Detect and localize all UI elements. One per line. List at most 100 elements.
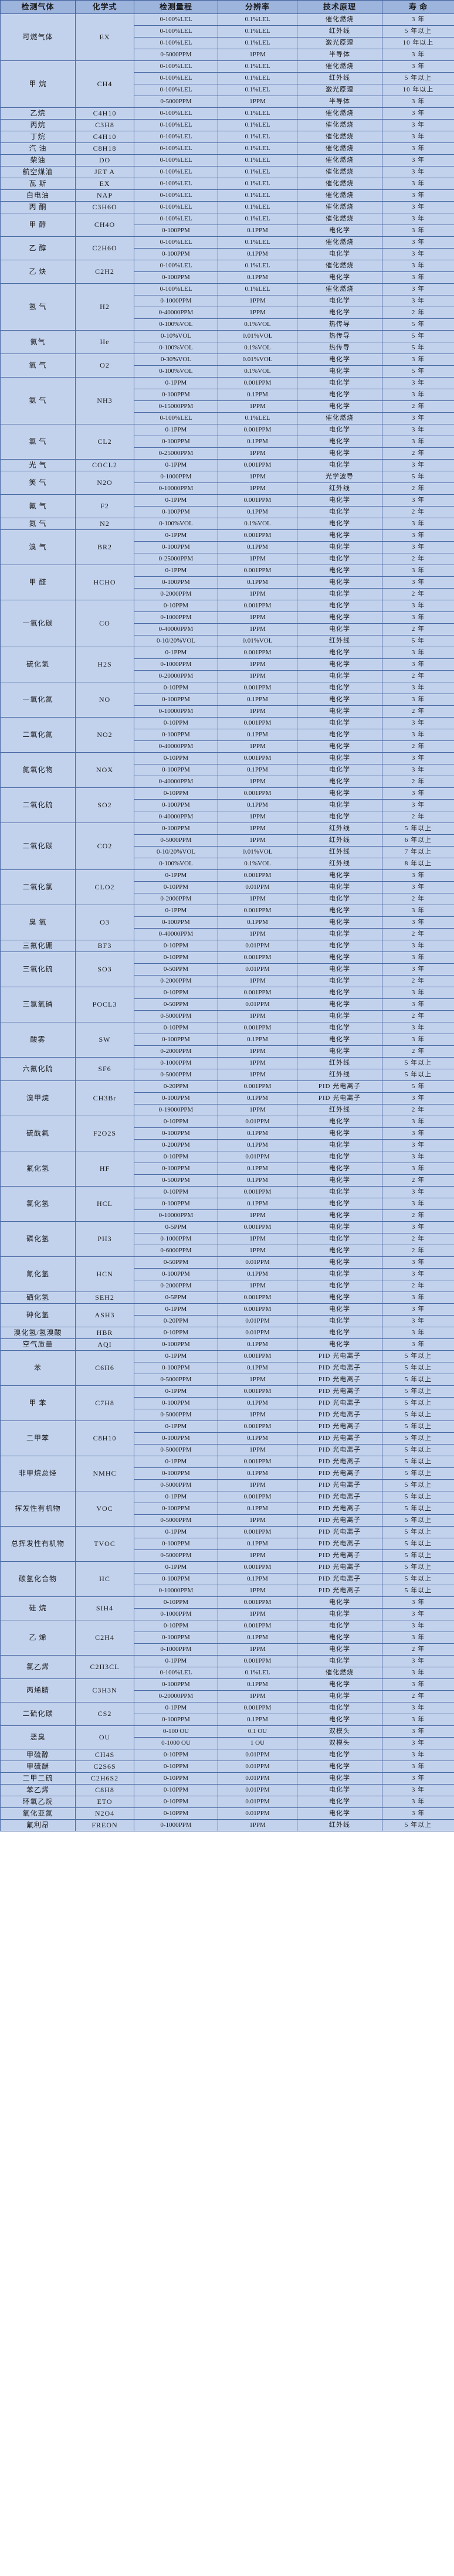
cell-principle: 电化学 — [297, 529, 382, 542]
cell-detection-range: 0-100%VOL — [134, 342, 218, 354]
cell-lifetime: 2 年 — [382, 670, 454, 682]
cell-resolution: 0.1%VOL — [218, 858, 297, 870]
cell-lifetime: 3 年 — [382, 1092, 454, 1105]
cell-gas-name: 空气质量 — [0, 1338, 76, 1351]
table-row: 氟化氢 HF 0-10PPM 0.01PPM 电化学 3 年 — [0, 1151, 454, 1187]
cell-detection-range: 0-1000PPM — [134, 1819, 218, 1831]
cell-principle: 电化学 — [297, 1233, 382, 1245]
cell-principle: 电化学 — [297, 1198, 382, 1210]
table-row: 0-5000PPM 1PPM PID 光电离子 5 年以上 — [1, 1479, 454, 1491]
cell-resolution: 1PPM — [218, 1057, 297, 1069]
table-row: 0-6000PPM 1PPM 电化学 2 年 — [1, 1245, 454, 1257]
cell-resolution: 0.001PPM — [218, 1491, 297, 1503]
cell-resolution: 1PPM — [218, 1514, 297, 1527]
cell-lifetime: 8 年以上 — [382, 858, 454, 870]
table-row: 0-100PPM 0.1PPM 电化学 3 年 — [1, 764, 454, 776]
cell-detection-range: 0-50PPM — [134, 998, 218, 1011]
cell-detection-range: 0-1PPM — [134, 1561, 218, 1574]
cell-resolution: 0.1PPM — [218, 1163, 297, 1175]
cell-lifetime: 5 年以上 — [382, 1514, 454, 1527]
cell-detection-range: 0-10PPM — [134, 682, 218, 694]
cell-resolution: 1PPM — [218, 776, 297, 788]
cell-detection-range: 0-100%LEL — [134, 412, 218, 424]
table-row: 三氯氧磷 POCL3 0-10PPM 0.001PPM 电化学 3 年 — [0, 987, 454, 1022]
cell-detection-range: 0-20PPM — [134, 1315, 218, 1327]
cell-chemical-formula: CLO2 — [75, 869, 134, 905]
cell-principle: 电化学 — [297, 682, 382, 694]
cell-principle: 电化学 — [297, 1116, 382, 1128]
table-row: 0-5000PPM 1PPM PID 光电离子 5 年以上 — [1, 1549, 454, 1562]
cell-resolution: 1PPM — [218, 611, 297, 624]
cell-chemical-formula: HCHO — [75, 565, 134, 600]
cell-principle: 电化学 — [297, 1807, 382, 1820]
table-row: 氮 气 N2 0-100%VOL 0.1%VOL 电化学 3 年 — [0, 518, 454, 530]
cell-detection-range: 0-2000PPM — [134, 588, 218, 600]
cell-detection-range: 0-10000PPM — [134, 705, 218, 718]
cell-lifetime: 3 年 — [382, 236, 454, 249]
cell-detection-range: 0-100PPM — [134, 1538, 218, 1550]
cell-lifetime: 3 年 — [382, 154, 454, 166]
cell-detection-range: 0-100PPM — [134, 1338, 218, 1351]
cell-lifetime: 3 年 — [382, 1127, 454, 1140]
cell-detection-range: 0-19000PPM — [134, 1104, 218, 1116]
column-header-gas: 检测气体 — [0, 0, 76, 14]
cell-detection-range: 0-1PPM — [134, 905, 218, 917]
cell-resolution: 0.1%LEL — [218, 213, 297, 225]
cell-principle: 电化学 — [297, 1761, 382, 1773]
cell-resolution: 1PPM — [218, 49, 297, 61]
cell-detection-range: 0-100%LEL — [134, 72, 218, 84]
table-row: 二硫化碳 CS2 0-1PPM 0.001PPM 电化学 3 年 — [0, 1702, 454, 1726]
table-row: 0-5000PPM 1PPM 半导体 3 年 — [1, 96, 454, 108]
cell-lifetime: 3 年 — [382, 49, 454, 61]
cell-gas-name: 柴油 — [0, 154, 76, 166]
cell-principle: 电化学 — [297, 1749, 382, 1761]
cell-detection-range: 0-100PPM — [134, 1397, 218, 1409]
table-row: 氯乙烯 C2H3CL 0-1PPM 0.001PPM 电化学 3 年 — [0, 1655, 454, 1679]
cell-lifetime: 3 年 — [382, 494, 454, 507]
cell-lifetime: 3 年 — [382, 1315, 454, 1327]
cell-detection-range: 0-10PPM — [134, 1151, 218, 1163]
cell-resolution: 0.1%LEL — [218, 60, 297, 73]
cell-principle: PID 光电离子 — [297, 1385, 382, 1398]
table-row: 0-10000PPM 1PPM 电化学 2 年 — [1, 705, 454, 718]
cell-lifetime: 3 年 — [382, 424, 454, 436]
cell-lifetime: 3 年 — [382, 1221, 454, 1233]
cell-resolution: 0.1%LEL — [218, 166, 297, 178]
cell-detection-range: 0-100PPM — [134, 1714, 218, 1726]
cell-chemical-formula: N2 — [75, 518, 134, 530]
cell-resolution: 1PPM — [218, 975, 297, 987]
cell-resolution: 0.1PPM — [218, 506, 297, 518]
cell-detection-range: 0-1PPM — [134, 529, 218, 542]
cell-principle: 电化学 — [297, 248, 382, 260]
cell-gas-name: 丙 酮 — [0, 201, 76, 213]
cell-principle: 电化学 — [297, 1268, 382, 1280]
cell-lifetime: 3 年 — [382, 1022, 454, 1034]
cell-detection-range: 0-100%LEL — [134, 107, 218, 120]
cell-lifetime: 3 年 — [382, 729, 454, 741]
table-row: 氯 气 CL2 0-1PPM 0.001PPM 电化学 3 年 — [0, 424, 454, 460]
table-row: 0-100%LEL 0.1%LEL 红外线 5 年以上 — [1, 72, 454, 84]
cell-chemical-formula: C2H6O — [75, 236, 134, 260]
cell-detection-range: 0-100%VOL — [134, 365, 218, 378]
cell-resolution: 1PPM — [218, 1233, 297, 1245]
cell-principle: 电化学 — [297, 1608, 382, 1620]
cell-lifetime: 2 年 — [382, 1010, 454, 1022]
cell-detection-range: 0-10PPM — [134, 787, 218, 800]
cell-resolution: 0.1PPM — [218, 436, 297, 448]
cell-resolution: 0.01PPM — [218, 963, 297, 976]
cell-chemical-formula: C8H8 — [75, 1784, 134, 1796]
cell-principle: 红外线 — [297, 858, 382, 870]
cell-chemical-formula: CO — [75, 600, 134, 647]
cell-detection-range: 0-5000PPM — [134, 1409, 218, 1421]
cell-gas-name: 六氟化硫 — [0, 1057, 76, 1081]
cell-resolution: 0.001PPM — [218, 600, 297, 612]
cell-lifetime: 5 年以上 — [382, 1585, 454, 1597]
cell-resolution: 0.001PPM — [218, 1350, 297, 1362]
cell-principle: 电化学 — [297, 752, 382, 764]
table-row: 硫酰氟 F2O2S 0-10PPM 0.01PPM 电化学 3 年 — [0, 1116, 454, 1151]
table-row: 0-1000PPM 1PPM 电化学 3 年 — [1, 658, 454, 671]
cell-lifetime: 2 年 — [382, 447, 454, 460]
cell-principle: 电化学 — [297, 1186, 382, 1198]
cell-lifetime: 2 年 — [382, 1643, 454, 1656]
table-row: 二甲二硫 C2H6S2 0-10PPM 0.01PPM 电化学 3 年 — [0, 1772, 454, 1785]
